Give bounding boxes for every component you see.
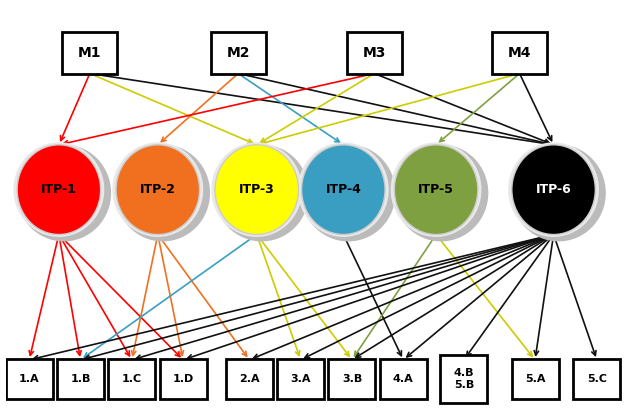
- FancyBboxPatch shape: [277, 359, 324, 399]
- FancyBboxPatch shape: [512, 359, 558, 399]
- Ellipse shape: [16, 144, 111, 241]
- Ellipse shape: [115, 144, 210, 241]
- FancyBboxPatch shape: [346, 32, 402, 74]
- FancyBboxPatch shape: [62, 32, 117, 74]
- Text: 3.B: 3.B: [342, 374, 362, 384]
- Text: ITP-6: ITP-6: [536, 183, 572, 196]
- Text: 1.D: 1.D: [172, 374, 194, 384]
- Ellipse shape: [215, 145, 298, 235]
- Ellipse shape: [301, 144, 396, 241]
- Ellipse shape: [302, 145, 385, 235]
- FancyBboxPatch shape: [440, 355, 487, 403]
- FancyBboxPatch shape: [329, 359, 375, 399]
- FancyBboxPatch shape: [160, 359, 207, 399]
- Ellipse shape: [394, 144, 488, 241]
- Text: M4: M4: [508, 46, 531, 60]
- Text: 3.A: 3.A: [290, 374, 311, 384]
- Text: ITP-3: ITP-3: [239, 183, 274, 196]
- Text: M1: M1: [78, 46, 102, 60]
- FancyBboxPatch shape: [574, 359, 620, 399]
- Text: ITP-4: ITP-4: [326, 183, 362, 196]
- Text: 1.A: 1.A: [19, 374, 40, 384]
- Ellipse shape: [211, 142, 302, 237]
- Text: ITP-2: ITP-2: [140, 183, 176, 196]
- Ellipse shape: [112, 142, 203, 237]
- Text: 4.B
5.B: 4.B 5.B: [454, 369, 474, 390]
- FancyBboxPatch shape: [492, 32, 547, 74]
- Text: M3: M3: [363, 46, 386, 60]
- FancyBboxPatch shape: [226, 359, 273, 399]
- FancyBboxPatch shape: [109, 359, 155, 399]
- Ellipse shape: [13, 142, 104, 237]
- Text: 1.C: 1.C: [122, 374, 142, 384]
- FancyBboxPatch shape: [57, 359, 104, 399]
- Ellipse shape: [116, 145, 199, 235]
- Ellipse shape: [17, 145, 100, 235]
- FancyBboxPatch shape: [211, 32, 266, 74]
- Text: ITP-1: ITP-1: [41, 183, 77, 196]
- Ellipse shape: [512, 145, 595, 235]
- FancyBboxPatch shape: [6, 359, 53, 399]
- Ellipse shape: [508, 142, 599, 237]
- Text: M2: M2: [227, 46, 250, 60]
- Text: ITP-5: ITP-5: [418, 183, 454, 196]
- Text: 4.A: 4.A: [393, 374, 414, 384]
- Text: 2.A: 2.A: [239, 374, 259, 384]
- Ellipse shape: [215, 144, 309, 241]
- Text: 5.C: 5.C: [587, 374, 607, 384]
- Ellipse shape: [394, 145, 478, 235]
- Text: 5.A: 5.A: [525, 374, 545, 384]
- Text: 1.B: 1.B: [70, 374, 91, 384]
- Ellipse shape: [511, 144, 606, 241]
- FancyBboxPatch shape: [380, 359, 427, 399]
- Ellipse shape: [298, 142, 389, 237]
- Ellipse shape: [391, 142, 481, 237]
